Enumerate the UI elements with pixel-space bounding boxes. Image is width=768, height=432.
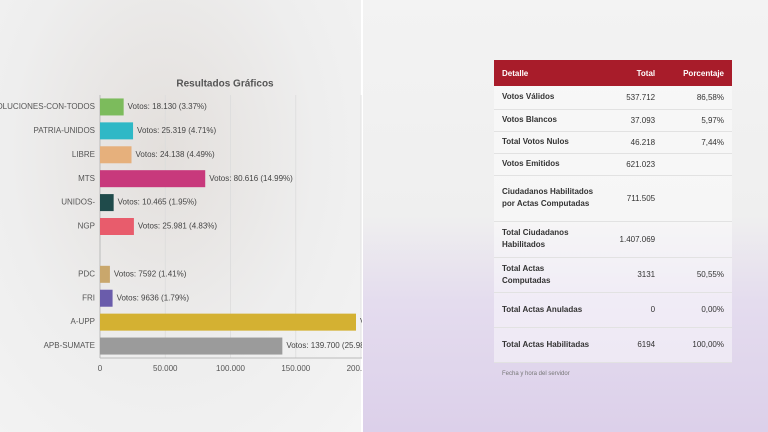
value-label: Votos: 24.138 (4.49%): [136, 150, 216, 159]
header-cell: Detalle: [494, 60, 602, 86]
y-tick-label: MTS: [78, 174, 95, 183]
table-row: Total Ciudadanos Habilitados 1.407.069: [494, 221, 732, 258]
table-cell: Ciudadanos Habilitados por Actas Computa…: [494, 175, 602, 222]
value-label: Votos: 9636 (1.79%): [117, 293, 190, 302]
bar: [100, 289, 113, 307]
x-tick-label: 50.000: [153, 364, 178, 373]
value-label: Votos: 80.616 (14.99%): [209, 174, 293, 183]
bar: [100, 122, 134, 140]
bar: [100, 218, 134, 235]
table-cell: 86,58%: [663, 86, 732, 110]
bar: [100, 98, 124, 116]
y-tick-label: NGP: [78, 222, 95, 231]
bar: [100, 170, 206, 188]
table-cell: 1.407.069: [601, 221, 664, 258]
table-cell: 7,44%: [663, 131, 732, 154]
value-label: Votos: 25.319 (4.71%): [137, 126, 217, 135]
table-cell: Votos Válidos: [494, 86, 602, 110]
table-row: Votos Válidos 537.712 86,58%: [494, 86, 732, 110]
value-label: Votos: 196.135 (36.48%): [360, 317, 362, 326]
chart: Resultados Gráficos 0 50.000 100.000 150.00…: [0, 79, 362, 373]
results-table: Detalle Total Porcentaje Votos Válidos 537.…: [494, 60, 732, 378]
table-cell: 0,00%: [663, 292, 732, 328]
table-row: Votos Blancos 37.093 5,97%: [494, 109, 732, 132]
value-label: Votos: 25.981 (4.83%): [138, 222, 218, 231]
table-row: Total Actas Habilitadas 6194 100,00%: [494, 327, 732, 363]
table-cell: Total Actas Anuladas: [494, 292, 602, 328]
table-cell: 100,00%: [663, 327, 732, 363]
y-tick-label: LIBRE: [72, 150, 95, 159]
table-header: Detalle Total Porcentaje: [494, 60, 732, 86]
table-cell: 3131: [601, 257, 664, 293]
table-cell: Votos Emitidos: [494, 153, 602, 176]
x-tick-label: 150.000: [281, 364, 310, 373]
bar: [100, 146, 132, 164]
table-cell: 5,97%: [663, 109, 732, 132]
table-cell: [663, 153, 732, 176]
background-photo: [0, 0, 362, 432]
table-cell: 37.093: [601, 109, 664, 132]
table-footer: Fecha y hora del servidor: [502, 370, 570, 377]
y-tick-label: APB-SUMATE: [44, 341, 95, 350]
table-cell: 46.218: [601, 131, 664, 154]
table-cell: 0: [601, 292, 664, 328]
table-cell: Total Actas Habilitadas: [494, 327, 602, 363]
y-tick-label: FRI: [82, 293, 95, 302]
table-cell: 711.505: [601, 175, 664, 222]
value-label: Votos: 139.700 (25.98%): [286, 341, 362, 350]
header-cell: Porcentaje: [663, 60, 732, 86]
table-row: Ciudadanos Habilitados por Actas Computa…: [494, 175, 732, 222]
table-cell: 6194: [601, 327, 664, 363]
table: Detalle Total Porcentaje Votos Válidos 537.…: [494, 60, 732, 363]
table-cell: 537.712: [601, 86, 664, 110]
table-row: Votos Emitidos 621.023: [494, 153, 732, 176]
x-tick-label: 0: [98, 364, 103, 373]
divider: [361, 0, 363, 432]
x-tick-label: 200.000: [347, 364, 362, 373]
table-cell: 50,55%: [663, 257, 732, 293]
table-row: Total Actas Anuladas 0 0,00%: [494, 292, 732, 328]
table-cell: [663, 175, 732, 222]
chart-title: Resultados Gráficos: [176, 79, 274, 90]
bar: [100, 194, 114, 212]
y-tick-label: PDC: [78, 269, 95, 278]
x-tick-label: 100.000: [216, 364, 245, 373]
value-label: Votos: 18.130 (3.37%): [128, 102, 207, 111]
table-row: Total Actas Computadas 3131 50,55%: [494, 257, 732, 293]
y-tick-label: UNIDOS-: [61, 198, 95, 207]
value-label: Votos: 7592 (1.41%): [114, 269, 187, 278]
header-cell: Total: [601, 60, 664, 86]
y-tick-label: SOLUCIONES-CON-TODOS: [0, 102, 95, 111]
table-row: Total Votos Nulos 46.218 7,44%: [494, 131, 732, 154]
table-cell: Total Votos Nulos: [494, 131, 602, 154]
table-cell: Total Actas Computadas: [494, 257, 602, 293]
table-cell: Total Ciudadanos Habilitados: [494, 221, 602, 258]
table-cell: [663, 221, 732, 258]
bar: [100, 337, 283, 355]
table-cell: Votos Blancos: [494, 109, 602, 132]
table-cell: 621.023: [601, 153, 664, 176]
y-tick-label: A-UPP: [71, 317, 95, 326]
y-tick-label: PATRIA-UNIDOS: [34, 126, 95, 135]
bar: [100, 313, 356, 331]
bar: [100, 265, 110, 283]
value-label: Votos: 10.465 (1.95%): [118, 198, 198, 207]
